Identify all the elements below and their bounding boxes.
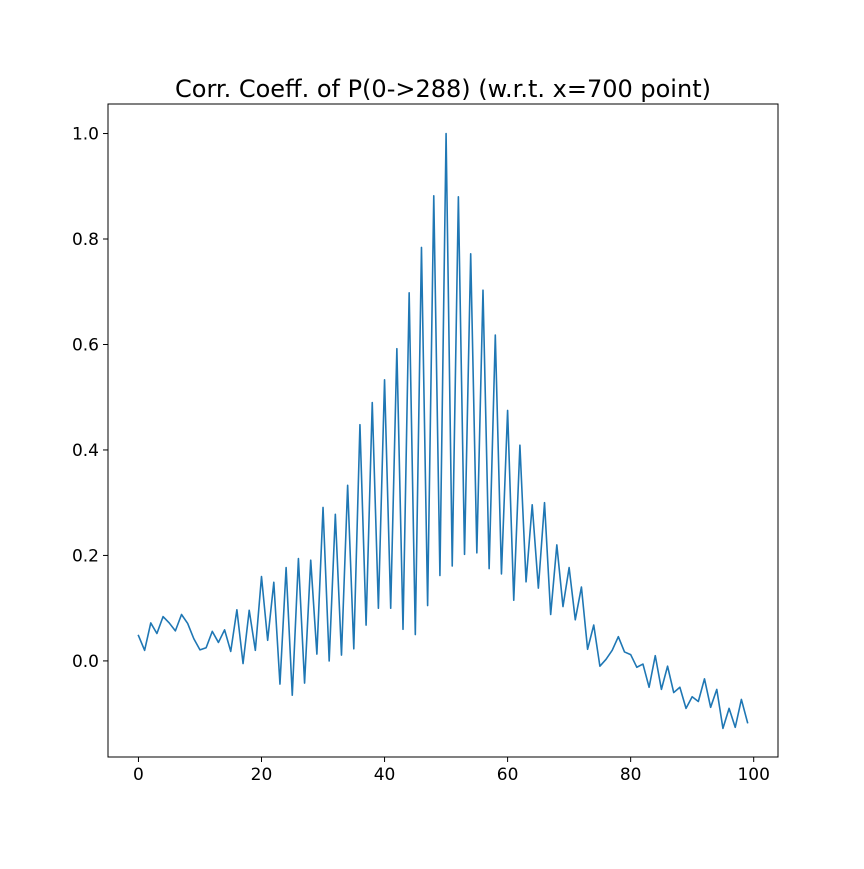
y-tick-label: 0.2 [72,546,99,566]
x-tick-label: 60 [497,765,519,785]
x-tick-label: 80 [620,765,642,785]
x-tick-label: 0 [133,765,144,785]
y-tick-label: 0.8 [72,230,99,250]
y-tick-label: 0.6 [72,335,99,355]
y-tick-label: 1.0 [72,125,99,145]
chart-title: Corr. Coeff. of P(0->288) (w.r.t. x=700 … [175,75,711,103]
plot-area: 0 20 40 60 80 100 0.0 0.2 0.4 0.6 0.8 1.0 [72,103,779,785]
x-tick-label: 40 [374,765,396,785]
y-tick-label: 0.4 [72,441,99,461]
series-line-0 [137,132,749,730]
x-tick-label: 100 [737,765,769,785]
axes-frame [107,103,779,758]
x-tick-label: 20 [251,765,273,785]
y-tick-label: 0.0 [72,652,99,672]
